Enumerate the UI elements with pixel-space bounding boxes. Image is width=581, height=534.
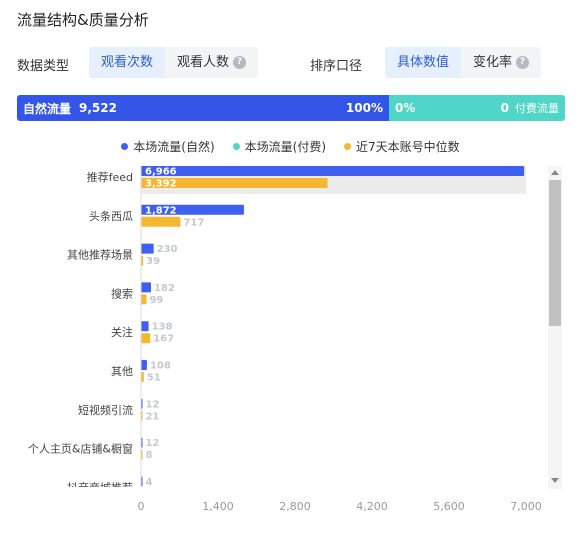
bar-value-label: 8 bbox=[146, 450, 153, 461]
bar-value-label: 1,872 bbox=[145, 205, 177, 216]
bar-value-label: 167 bbox=[153, 334, 174, 345]
bar-natural[interactable] bbox=[141, 243, 154, 254]
legend-label: 本场流量(付费) bbox=[244, 140, 327, 154]
sort-basis-switch: 具体数值 变化率 ? bbox=[385, 47, 542, 78]
legend-label: 近7天本账号中位数 bbox=[356, 140, 460, 154]
data-type-option-views[interactable]: 观看次数 bbox=[89, 47, 166, 78]
legend-dot bbox=[344, 143, 352, 150]
bar-median[interactable] bbox=[141, 333, 151, 344]
natural-traffic-segment: 自然流量 9,522 100% bbox=[17, 95, 389, 121]
category-label: 抖音商城推荐 bbox=[67, 480, 133, 494]
x-tick-label: 7,000 bbox=[510, 500, 542, 513]
category-label: 其他 bbox=[111, 365, 133, 378]
data-type-label: 数据类型 bbox=[17, 59, 70, 74]
bar-median[interactable] bbox=[141, 372, 144, 382]
category-label: 个人主页&店铺&橱窗 bbox=[28, 442, 133, 456]
help-icon[interactable]: ? bbox=[233, 56, 247, 69]
bar-value-label: 39 bbox=[146, 256, 160, 267]
bar-value-label: 12 bbox=[146, 399, 160, 410]
x-tick-label: 5,600 bbox=[433, 500, 465, 513]
legend-item-natural[interactable]: 本场流量(自然) bbox=[121, 138, 215, 155]
category-label: 推荐feed bbox=[87, 170, 133, 184]
scrollbar-thumb[interactable] bbox=[549, 180, 561, 326]
x-tick-label: 4,200 bbox=[356, 500, 388, 513]
x-tick-label: 1,400 bbox=[202, 500, 234, 513]
sort-option-value[interactable]: 具体数值 bbox=[385, 47, 462, 78]
traffic-ratio-bar: 自然流量 9,522 100% 0% 0 付费流量 bbox=[17, 95, 565, 121]
paid-traffic-percent: 0% bbox=[395, 101, 416, 115]
bar-value-label: 12 bbox=[146, 438, 160, 449]
scroll-up-icon[interactable] bbox=[551, 170, 559, 175]
category-label: 搜索 bbox=[111, 286, 133, 300]
bar-value-label: 3,392 bbox=[145, 179, 177, 190]
legend-label: 本场流量(自然) bbox=[133, 140, 215, 154]
option-label: 观看次数 bbox=[101, 55, 154, 70]
category-label: 其他推荐场景 bbox=[67, 248, 133, 262]
legend-dot bbox=[232, 143, 240, 150]
bar-value-label: 182 bbox=[154, 283, 175, 294]
natural-traffic-label: 自然流量 bbox=[23, 101, 72, 116]
bar-value-label: 6,966 bbox=[145, 167, 177, 178]
bar-value-label: 4 bbox=[146, 477, 153, 488]
highlight-row bbox=[141, 166, 526, 194]
data-type-option-viewers[interactable]: 观看人数 ? bbox=[165, 47, 259, 78]
x-tick-label: 2,800 bbox=[279, 500, 311, 513]
bar-value-label: 99 bbox=[149, 295, 163, 306]
category-label: 头条西瓜 bbox=[89, 209, 133, 223]
x-tick-label: 0 bbox=[138, 500, 145, 513]
paid-traffic-segment: 0% 0 付费流量 bbox=[389, 95, 565, 121]
category-label: 关注 bbox=[111, 325, 133, 339]
sort-option-change-rate[interactable]: 变化率 ? bbox=[461, 47, 542, 78]
sort-basis-label: 排序口径 bbox=[310, 59, 363, 74]
bar-natural[interactable] bbox=[141, 282, 152, 293]
bar-value-label: 717 bbox=[183, 217, 204, 228]
bar-natural[interactable] bbox=[141, 166, 525, 176]
legend-item-paid[interactable]: 本场流量(付费) bbox=[232, 138, 327, 155]
paid-traffic-label: 付费流量 bbox=[515, 102, 559, 115]
help-icon[interactable]: ? bbox=[516, 56, 530, 69]
bar-median[interactable] bbox=[141, 294, 147, 305]
option-label: 具体数值 bbox=[397, 55, 450, 70]
legend-item-median[interactable]: 近7天本账号中位数 bbox=[344, 138, 460, 155]
option-label: 观看人数 bbox=[177, 55, 230, 70]
natural-traffic-percent: 100% bbox=[345, 101, 383, 115]
bar-median[interactable] bbox=[141, 178, 328, 188]
chart-legend: 本场流量(自然) 本场流量(付费) 近7天本账号中位数 bbox=[0, 138, 581, 155]
bar-median[interactable] bbox=[141, 255, 144, 266]
bar-median[interactable] bbox=[141, 216, 181, 227]
bar-value-label: 21 bbox=[146, 411, 160, 422]
bar-natural[interactable] bbox=[141, 204, 244, 215]
bar-value-label: 51 bbox=[147, 373, 161, 384]
category-label: 短视频引流 bbox=[78, 403, 133, 417]
section-title: 流量结构&质量分析 bbox=[17, 11, 149, 29]
option-label: 变化率 bbox=[473, 55, 513, 70]
bar-natural[interactable] bbox=[141, 360, 147, 370]
bar-value-label: 138 bbox=[152, 322, 173, 333]
scroll-down-icon[interactable] bbox=[551, 478, 559, 483]
data-type-switch: 观看次数 观看人数 ? bbox=[89, 47, 259, 78]
legend-dot bbox=[121, 143, 129, 150]
bar-natural[interactable] bbox=[141, 321, 149, 332]
traffic-source-bar-chart: 推荐feed 6,966 3,392 头条西瓜 1,872 717 其他推荐场景 230 39 搜… bbox=[0, 160, 581, 534]
bar-value-label: 230 bbox=[157, 244, 178, 255]
natural-traffic-value: 9,522 bbox=[79, 101, 117, 115]
paid-traffic-value: 0 bbox=[500, 101, 509, 115]
bar-value-label: 108 bbox=[150, 361, 171, 372]
